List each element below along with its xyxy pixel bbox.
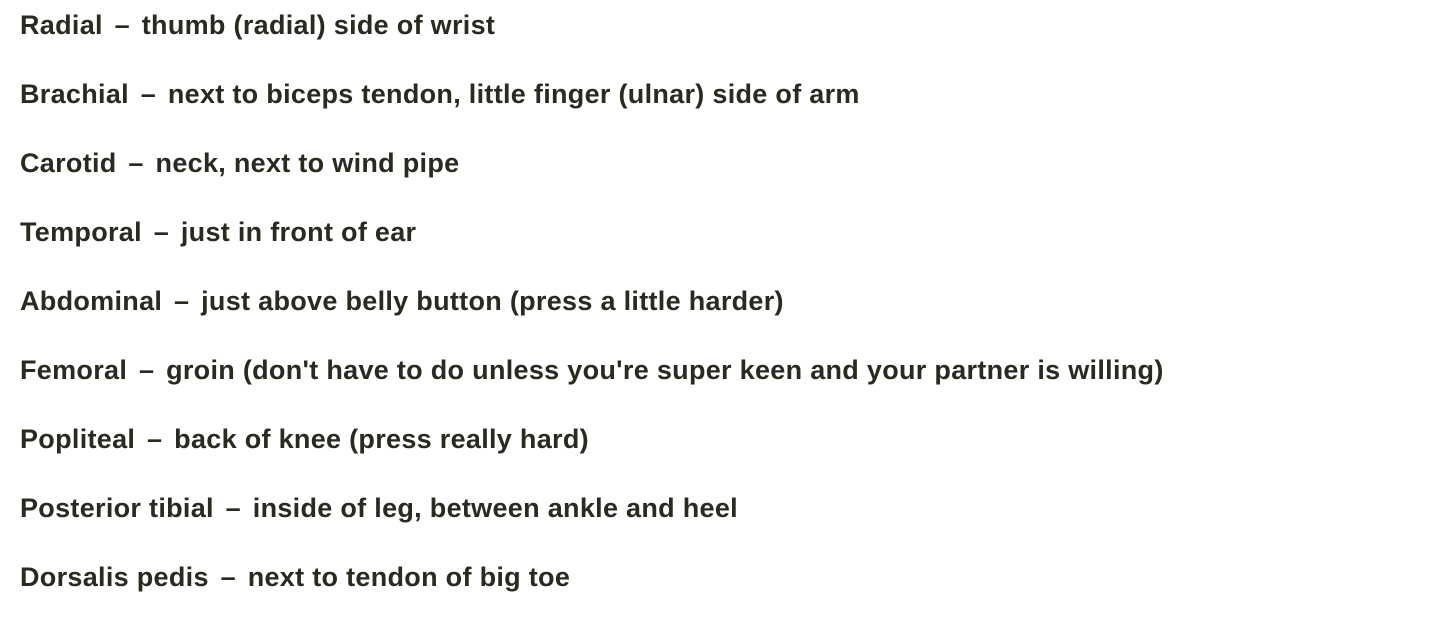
term: Posterior tibial: [20, 493, 214, 523]
list-item: Radial – thumb (radial) side of wrist: [20, 10, 1420, 41]
term: Abdominal: [20, 286, 162, 316]
list-item: Dorsalis pedis – next to tendon of big t…: [20, 562, 1420, 593]
description: groin (don't have to do unless you're su…: [166, 355, 1164, 385]
term: Temporal: [20, 217, 142, 247]
description: next to tendon of big toe: [248, 562, 570, 592]
dash-separator: –: [131, 355, 162, 385]
dash-separator: –: [213, 562, 244, 592]
dash-separator: –: [133, 79, 164, 109]
list-item: Popliteal – back of knee (press really h…: [20, 424, 1420, 455]
description: next to biceps tendon, little finger (ul…: [168, 79, 860, 109]
dash-separator: –: [139, 424, 170, 454]
dash-separator: –: [107, 10, 138, 40]
description: just in front of ear: [181, 217, 417, 247]
description: thumb (radial) side of wrist: [142, 10, 495, 40]
list-item: Femoral – groin (don't have to do unless…: [20, 355, 1420, 386]
list-item: Carotid – neck, next to wind pipe: [20, 148, 1420, 179]
list-item: Brachial – next to biceps tendon, little…: [20, 79, 1420, 110]
term: Carotid: [20, 148, 117, 178]
term: Popliteal: [20, 424, 135, 454]
description: inside of leg, between ankle and heel: [253, 493, 738, 523]
term: Femoral: [20, 355, 127, 385]
dash-separator: –: [166, 286, 197, 316]
description: back of knee (press really hard): [174, 424, 589, 454]
description: just above belly button (press a little …: [201, 286, 784, 316]
dash-separator: –: [218, 493, 249, 523]
list-item: Temporal – just in front of ear: [20, 217, 1420, 248]
pulse-sites-list: Radial – thumb (radial) side of wrist Br…: [20, 10, 1420, 593]
description: neck, next to wind pipe: [156, 148, 460, 178]
list-item: Abdominal – just above belly button (pre…: [20, 286, 1420, 317]
dash-separator: –: [121, 148, 152, 178]
dash-separator: –: [146, 217, 177, 247]
term: Brachial: [20, 79, 129, 109]
term: Radial: [20, 10, 103, 40]
term: Dorsalis pedis: [20, 562, 209, 592]
list-item: Posterior tibial – inside of leg, betwee…: [20, 493, 1420, 524]
